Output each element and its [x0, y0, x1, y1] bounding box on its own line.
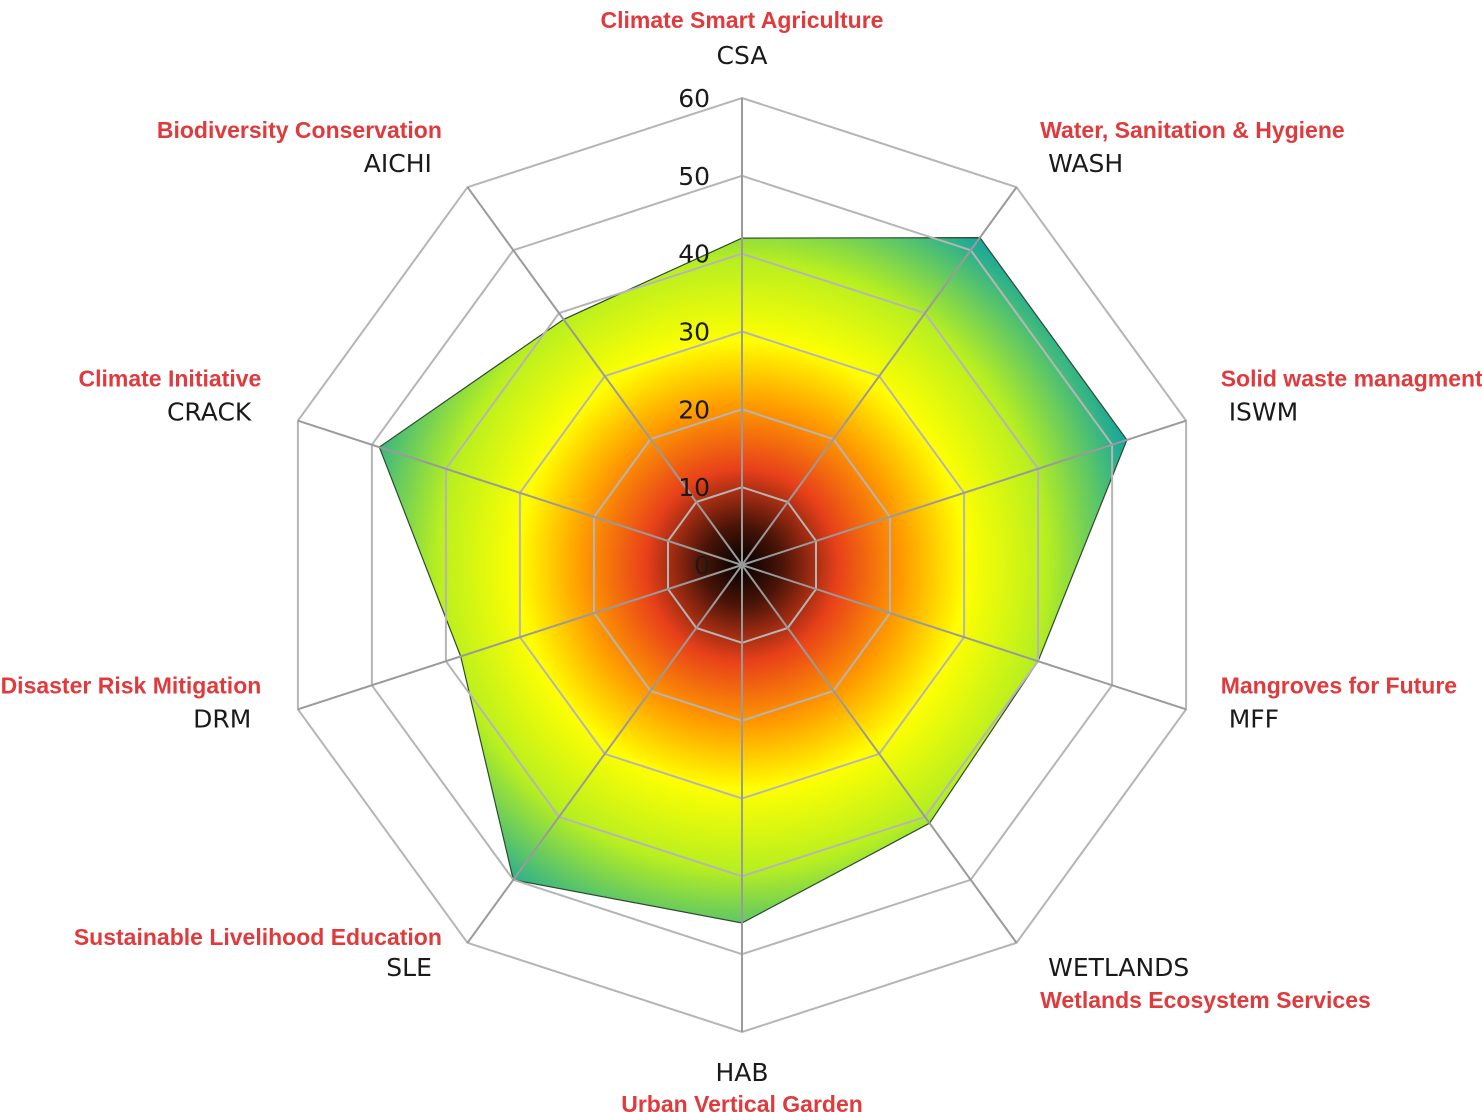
category-code-crack: CRACK [167, 397, 252, 426]
tick-label-20: 20 [678, 395, 710, 424]
category-code-wetlands: WETLANDS [1048, 953, 1189, 982]
spoke-aichi [466, 186, 743, 566]
category-code-mff: MFF [1229, 705, 1279, 734]
category-code-wash: WASH [1048, 149, 1123, 178]
spoke-mff [741, 564, 1187, 711]
category-name-aichi: Biodiversity Conservation [157, 117, 442, 143]
radar-label-layer: CSA Climate Smart Agriculture WASH Water, S… [1, 7, 1482, 1112]
category-name-wetlands: Wetlands Ecosystem Services [1040, 987, 1371, 1013]
tick-label-30: 30 [678, 318, 710, 347]
tick-label-50: 50 [678, 162, 710, 191]
category-code-hab: HAB [715, 1058, 768, 1087]
category-name-sle: Sustainable Livelihood Education [74, 924, 442, 950]
category-code-csa: CSA [717, 41, 768, 70]
spoke-iswm [741, 419, 1187, 566]
category-code-iswm: ISWM [1229, 397, 1299, 426]
category-name-csa: Climate Smart Agriculture [601, 7, 884, 33]
category-name-drm: Disaster Risk Mitigation [1, 673, 262, 699]
category-code-aichi: AICHI [364, 149, 432, 178]
category-name-hab: Urban Vertical Garden [621, 1091, 863, 1112]
spoke-wash [741, 186, 1018, 566]
tick-label-60: 60 [678, 84, 710, 113]
category-name-crack: Climate Initiative [79, 365, 262, 391]
radar-tick-layer: 0 10 20 30 40 50 60 [678, 84, 710, 580]
radar-grid-layer [296, 96, 1188, 1034]
category-name-wash: Water, Sanitation & Hygiene [1040, 117, 1345, 143]
category-name-iswm: Solid waste managment [1221, 365, 1482, 391]
category-name-mff: Mangroves for Future [1221, 673, 1457, 699]
spoke-drm [297, 564, 743, 711]
tick-label-40: 40 [678, 240, 710, 269]
tick-label-10: 10 [678, 473, 710, 502]
spoke-wetlands [741, 564, 1018, 944]
category-code-sle: SLE [386, 953, 432, 982]
category-code-drm: DRM [193, 705, 251, 734]
tick-label-0: 0 [694, 551, 710, 580]
spoke-crack [297, 419, 743, 566]
spoke-sle [466, 564, 743, 944]
